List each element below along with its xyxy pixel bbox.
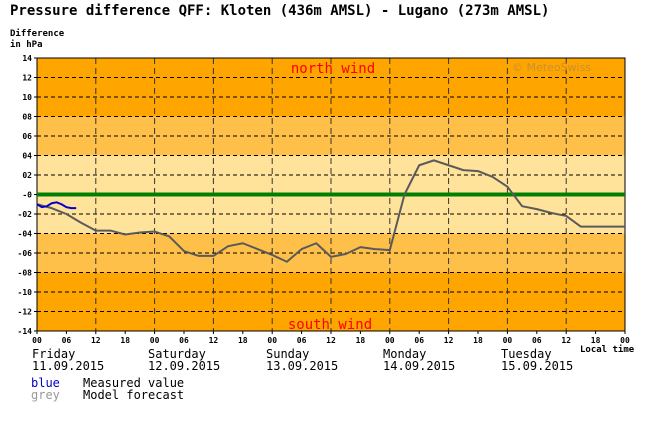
measured-series-line	[36, 201, 77, 210]
ytick-label: -14	[18, 327, 33, 336]
ytick-label: 08	[22, 113, 32, 122]
band-0	[37, 58, 625, 117]
legend-key-measured: blue	[31, 376, 60, 390]
xtick-label: 06	[62, 336, 72, 345]
day-date: 11.09.2015	[32, 359, 105, 373]
chart-title: Pressure difference QFF: Kloten (436m AM…	[10, 3, 550, 19]
ytick-label: 12	[22, 74, 32, 83]
day-date: 15.09.2015	[501, 359, 574, 373]
xtick-label: 00	[150, 336, 160, 345]
day-name: Monday	[383, 347, 427, 361]
xtick-label: 00	[267, 336, 277, 345]
xtick-label: 12	[444, 336, 454, 345]
ytick-label: -08	[18, 269, 33, 278]
y-axis-label-line2: in hPa	[10, 40, 43, 50]
xtick-label: 18	[473, 336, 483, 345]
ytick-label: -02	[18, 210, 33, 219]
ytick-label: -04	[18, 230, 33, 239]
y-axis-label-line1: Difference	[10, 29, 65, 39]
xtick-label: 06	[297, 336, 307, 345]
ytick-label: 02	[22, 171, 32, 180]
xtick-label: 06	[179, 336, 189, 345]
xtick-label: 18	[356, 336, 366, 345]
xtick-label: 06	[414, 336, 424, 345]
xtick-label: 18	[591, 336, 601, 345]
legend-label-forecast: Model forecast	[83, 388, 185, 402]
ytick-label: 06	[22, 132, 32, 141]
ytick-label: -12	[18, 308, 33, 317]
legend-label-measured: Measured value	[83, 376, 185, 390]
day-name: Tuesday	[501, 347, 552, 361]
legend-measured: blue Measured value	[31, 377, 184, 390]
xtick-label: 12	[209, 336, 219, 345]
legend-key-forecast: grey	[31, 388, 60, 402]
local-time-label: Local time	[580, 345, 635, 355]
xtick-label: 00	[385, 336, 395, 345]
xtick-label: 12	[561, 336, 571, 345]
copyright-watermark: © MeteoSwiss	[512, 61, 591, 74]
xtick-label: 06	[532, 336, 542, 345]
xtick-label: 12	[91, 336, 101, 345]
ytick-label: 14	[22, 54, 32, 63]
ytick-label: -06	[18, 249, 33, 258]
xtick-label: 12	[326, 336, 336, 345]
xtick-label: 00	[32, 336, 42, 345]
day-date: 12.09.2015	[148, 359, 221, 373]
day-name: Saturday	[148, 347, 206, 361]
north-wind-label: north wind	[291, 61, 375, 77]
day-date: 14.09.2015	[383, 359, 456, 373]
xtick-label: 18	[120, 336, 130, 345]
day-name: Friday	[32, 347, 76, 361]
ytick-label: 04	[22, 152, 32, 161]
xtick-label: 18	[238, 336, 248, 345]
ytick-label: -0	[22, 191, 32, 200]
xtick-label: 00	[503, 336, 513, 345]
xtick-label: 00	[620, 336, 630, 345]
ytick-label: -10	[18, 288, 33, 297]
day-date: 13.09.2015	[266, 359, 339, 373]
day-name: Sunday	[266, 347, 310, 361]
south-wind-label: south wind	[288, 317, 372, 333]
ytick-label: 10	[22, 93, 32, 102]
forecast-series-line	[36, 159, 625, 263]
legend-forecast: grey Model forecast	[31, 389, 184, 402]
